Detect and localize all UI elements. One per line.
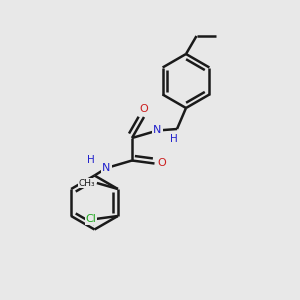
Text: H: H xyxy=(87,154,95,165)
Text: H: H xyxy=(170,134,178,145)
Text: N: N xyxy=(153,125,162,136)
Text: O: O xyxy=(158,158,166,169)
Text: O: O xyxy=(140,104,148,115)
Text: CH₃: CH₃ xyxy=(79,178,95,188)
Text: Cl: Cl xyxy=(85,214,96,224)
Text: N: N xyxy=(102,163,111,173)
